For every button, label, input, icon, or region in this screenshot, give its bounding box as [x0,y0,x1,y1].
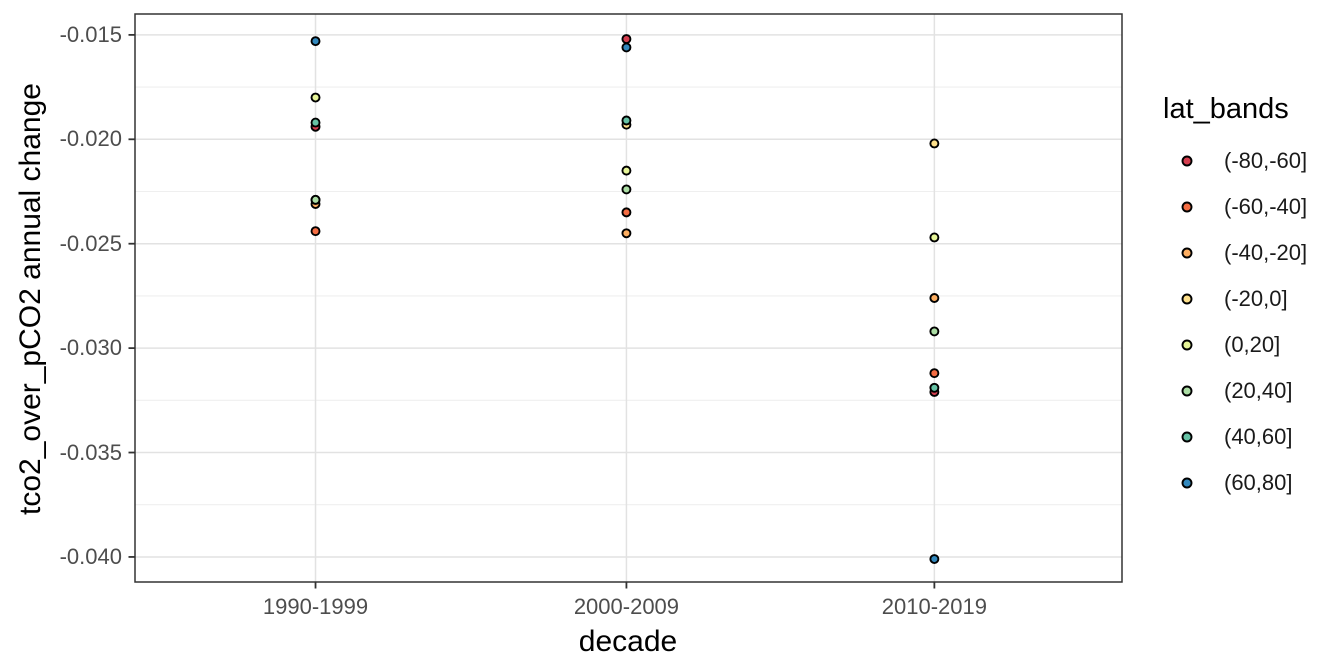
x-axis-tick-label: 2010-2019 [881,594,987,619]
y-axis-tick-label: -0.040 [59,543,122,569]
data-point-(0,20] [929,232,940,243]
legend-item-label: (40,60] [1224,424,1293,449]
y-axis-tick-label: -0.015 [59,21,122,47]
legend-key-icon [1181,293,1193,305]
legend-key-icon [1181,339,1193,351]
panel-border [134,13,1123,583]
y-axis-title: tco2_over_pCO2 annual change [14,83,47,515]
y-axis-tick-label: -0.025 [59,230,122,256]
data-point-(40,60] [929,382,940,393]
data-point-(20,40] [621,184,632,195]
legend-item-label: (-20,0] [1224,286,1288,311]
data-point-(-40,-20] [929,293,940,303]
data-point-(-60,-40] [929,368,940,379]
data-point-(-60,-40] [621,207,632,218]
data-point-(-40,-20] [621,228,632,239]
data-point-(40,60] [310,117,321,128]
x-axis-tick-label: 1990-1999 [262,594,369,619]
legend-key-icon [1181,155,1193,167]
data-point-(20,40] [929,326,940,337]
legend-item-label: (0,20] [1224,332,1281,357]
legend-key-icon [1181,247,1193,259]
legend-item-label: (-40,-20] [1224,240,1308,265]
y-axis-tick-label: -0.035 [59,439,122,465]
legend-key-icon [1181,477,1193,489]
data-point-(0,20] [621,165,632,176]
data-point-(60,80] [621,42,632,53]
panel-background [135,14,1122,582]
data-point-(0,20] [310,92,321,103]
legend-title: lat_bands [1163,93,1289,125]
x-axis-tick-label: 2000-2009 [573,594,680,619]
data-point-(-60,-40] [310,226,321,237]
data-point-(60,80] [929,554,940,564]
y-axis-tick-label: -0.020 [59,126,122,152]
legend-key-icon [1181,201,1193,213]
y-axis-tick-label: -0.030 [59,335,122,361]
data-point-(60,80] [310,36,321,47]
legend-key-icon [1181,431,1193,443]
legend-item-label: (-80,-60] [1224,148,1308,173]
x-axis-title: decade [578,625,678,658]
data-point-(-80,-60] [621,34,632,45]
legend-item-label: (-60,-40] [1224,194,1308,219]
legend-item-label: (60,80] [1224,470,1293,495]
data-point-(40,60] [621,115,632,126]
data-point-(-20,0] [929,138,940,149]
legend-key-icon [1181,385,1193,397]
legend-item-label: (20,40] [1224,378,1293,403]
data-point-(20,40] [310,194,321,205]
